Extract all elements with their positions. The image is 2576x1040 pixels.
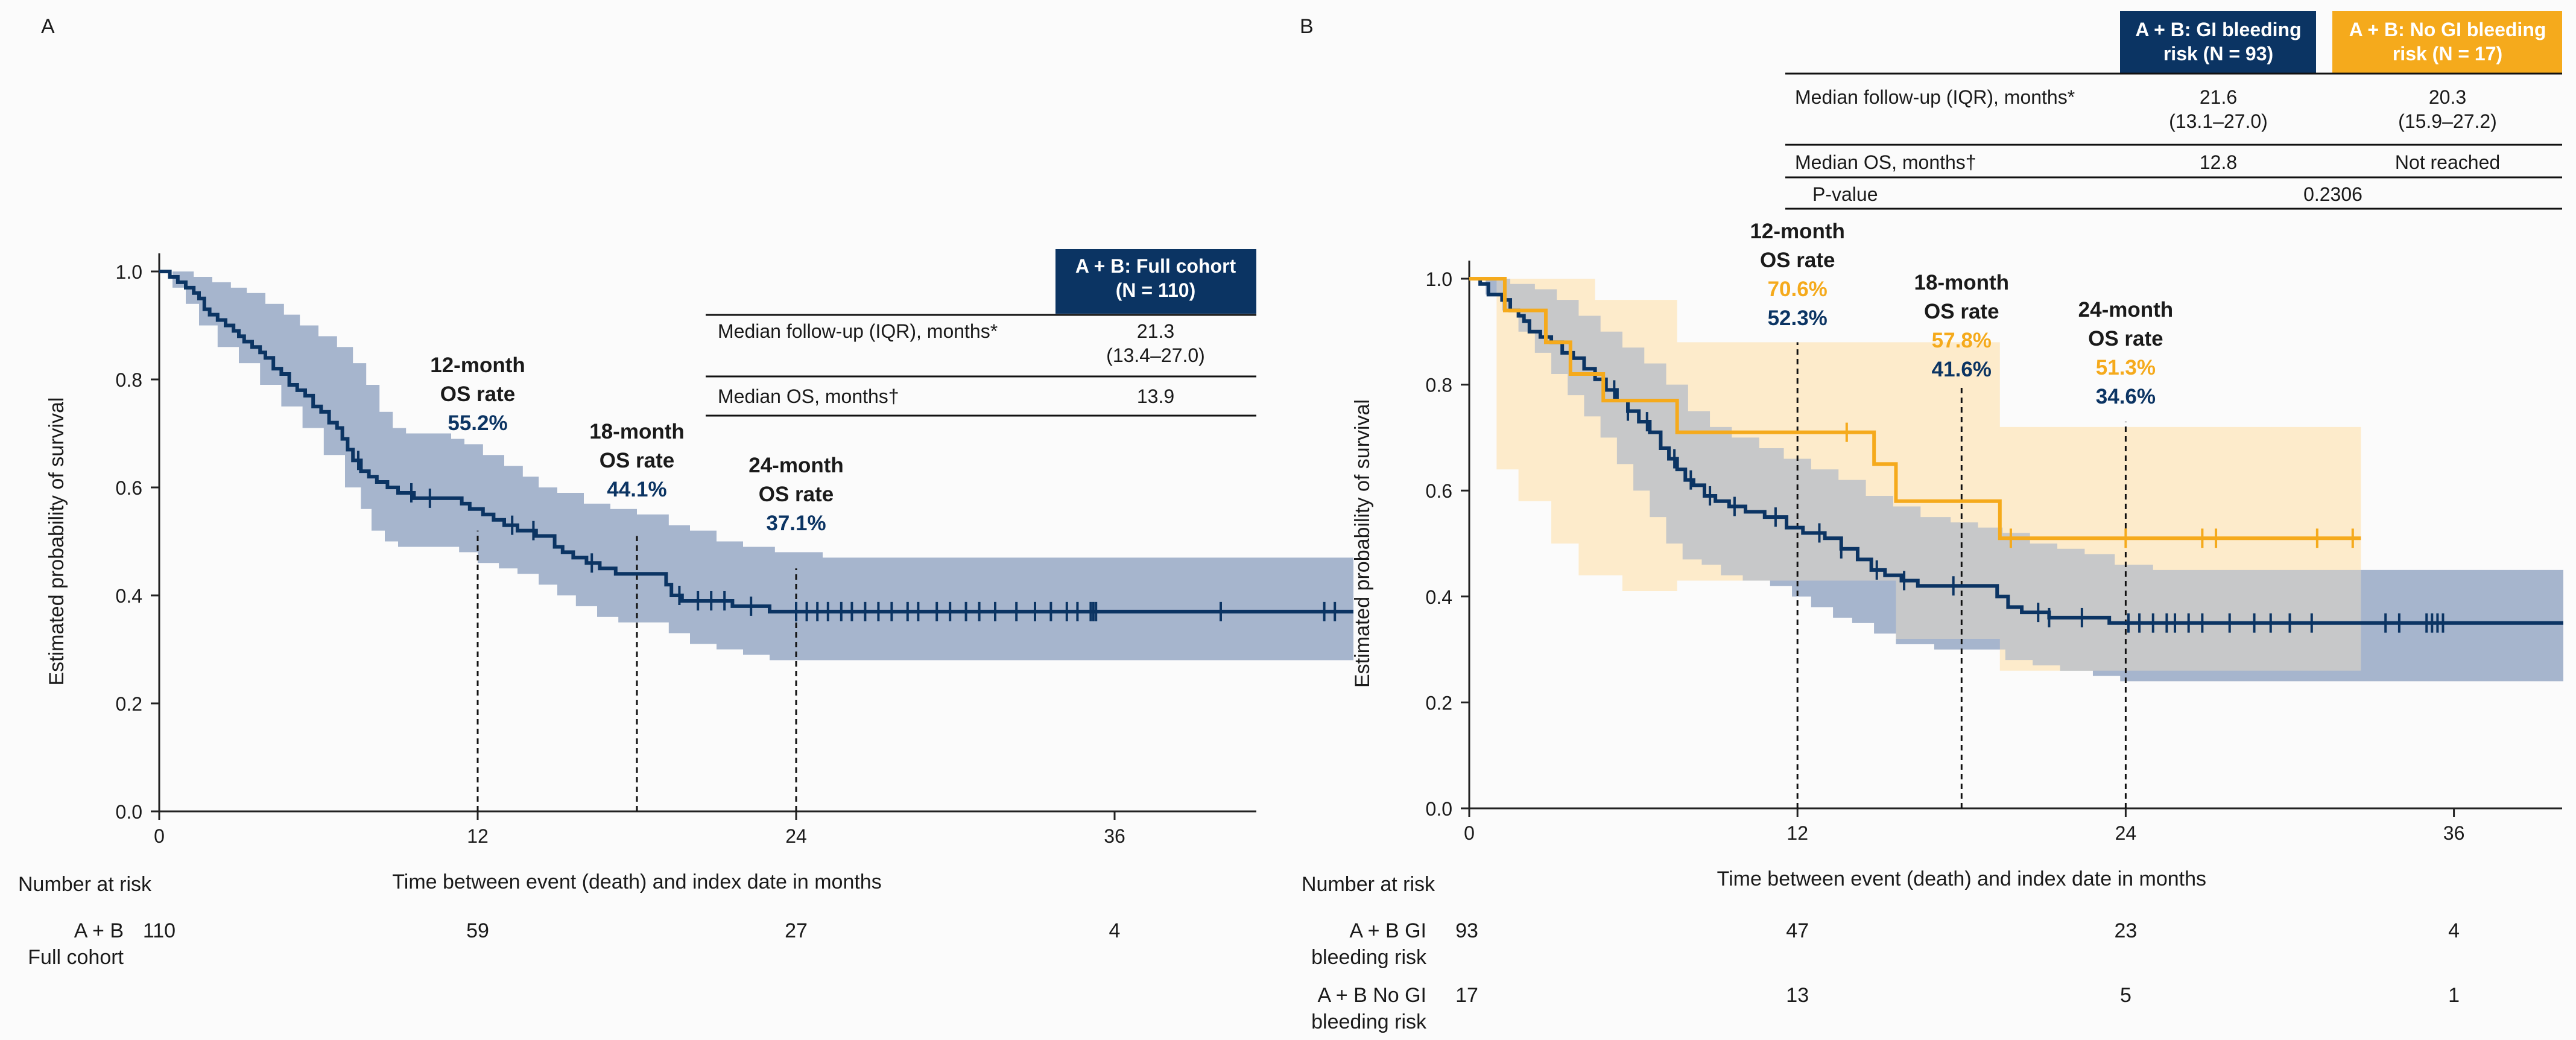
annotation-value: 70.6% bbox=[1768, 277, 1828, 301]
table-row-label: Median follow-up (IQR), months* bbox=[1795, 86, 2075, 108]
annotation-value: 55.2% bbox=[448, 411, 507, 435]
risk-row-label: A + B GI bleeding risk bbox=[1311, 919, 1427, 969]
x-axis-label: Time between event (death) and index dat… bbox=[1717, 867, 2206, 890]
annotation-value: 41.6% bbox=[1932, 358, 1992, 381]
annotation-value: 34.6% bbox=[2096, 385, 2156, 408]
risk-count: 17 bbox=[1455, 984, 1478, 1007]
risk-row-label: A + B No GI bleeding risk bbox=[1311, 984, 1427, 1033]
ci-band-navy bbox=[159, 271, 1353, 661]
y-tick-label: 0.6 bbox=[1426, 480, 1452, 502]
x-tick-label: 12 bbox=[1786, 822, 1808, 844]
risk-count: 93 bbox=[1455, 919, 1478, 942]
km-curve-navy bbox=[1469, 277, 2563, 625]
panel-a: A 0.0 0.2 0.4 0.6 0.8 1.0 0 12 24 36 Time between e… bbox=[18, 15, 1353, 969]
y-tick-label: 0.0 bbox=[116, 801, 142, 823]
table-header-text-2: A + B: No GI bleeding risk (N = 17) bbox=[2349, 19, 2546, 65]
annotation-title: 18-month bbox=[589, 420, 685, 443]
x-tick-label: 12 bbox=[467, 825, 489, 847]
pvalue-label: P-value bbox=[1812, 183, 1878, 205]
risk-count: 23 bbox=[2114, 919, 2137, 942]
risk-count: 5 bbox=[2120, 984, 2131, 1007]
annotation-os-rate: OS rate bbox=[759, 483, 834, 506]
annotation-value: 44.1% bbox=[607, 478, 666, 501]
annotation-value: 52.3% bbox=[1768, 306, 1828, 330]
annotation-title: 18-month bbox=[1914, 271, 2010, 294]
table-row-value: 20.3 (15.9–27.2) bbox=[2398, 86, 2497, 132]
risk-count: 27 bbox=[785, 919, 808, 942]
km-curve-navy bbox=[159, 270, 1353, 614]
ci-band-overlap bbox=[1469, 279, 2563, 682]
x-tick-label: 36 bbox=[1104, 825, 1125, 847]
table-header-text: A + B: Full cohort (N = 110) bbox=[1075, 255, 1236, 301]
table-row-value: 13.9 bbox=[1137, 385, 1174, 407]
table-row-label: Median follow-up (IQR), months* bbox=[718, 320, 998, 342]
annotation-os-rate: OS rate bbox=[1760, 249, 1835, 272]
panel-b: B 0.0 0.2 0.4 0.6 0.8 1.0 0 12 24 36 Time between e… bbox=[1300, 11, 2563, 1033]
risk-count: 4 bbox=[1109, 919, 1121, 942]
annotation-title: 12-month bbox=[430, 354, 525, 377]
risk-count: 13 bbox=[1786, 984, 1809, 1007]
panel-letter: B bbox=[1300, 15, 1314, 38]
annotation-os-rate: OS rate bbox=[440, 382, 516, 406]
y-tick-label: 0.8 bbox=[1426, 375, 1452, 396]
y-tick-label: 1.0 bbox=[1426, 268, 1452, 290]
x-tick-label: 36 bbox=[2443, 822, 2465, 844]
risk-count: 59 bbox=[466, 919, 489, 942]
table-row-label: Median OS, months† bbox=[718, 385, 899, 407]
annotation-os-rate: OS rate bbox=[1924, 300, 1999, 323]
y-tick-label: 0.2 bbox=[1426, 692, 1452, 714]
y-tick-label: 0.4 bbox=[116, 585, 142, 607]
km-curve-orange bbox=[1469, 277, 2361, 541]
annotation-value: 37.1% bbox=[766, 512, 826, 535]
annotation-os-rate: OS rate bbox=[2088, 327, 2163, 350]
y-tick-label: 0.2 bbox=[116, 693, 142, 715]
pvalue-value: 0.2306 bbox=[2303, 183, 2362, 205]
table-header-cell bbox=[1055, 249, 1256, 314]
y-axis-label: Estimated probability of survival bbox=[45, 397, 68, 685]
table-header-cell-2 bbox=[2332, 11, 2562, 74]
table-header-text-1: A + B: GI bleeding risk (N = 93) bbox=[2135, 19, 2301, 65]
risk-count: 4 bbox=[2448, 919, 2460, 942]
risk-count: 1 bbox=[2448, 984, 2460, 1007]
x-tick-label: 24 bbox=[785, 825, 807, 847]
annotation-os-rate: OS rate bbox=[600, 449, 675, 472]
risk-row-label: A + B Full cohort bbox=[28, 919, 124, 969]
risk-table-title: Number at risk bbox=[1302, 873, 1435, 896]
table-row-value: 21.6 (13.1–27.0) bbox=[2169, 86, 2268, 132]
annotation-value: 57.8% bbox=[1932, 329, 1992, 352]
annotation-value: 51.3% bbox=[2096, 356, 2156, 379]
y-tick-label: 1.0 bbox=[116, 261, 142, 283]
y-tick-label: 0.8 bbox=[116, 369, 142, 391]
table-row-value: 12.8 bbox=[2200, 151, 2237, 173]
y-tick-label: 0.0 bbox=[1426, 798, 1452, 820]
y-tick-label: 0.4 bbox=[1426, 586, 1452, 608]
annotation-title: 24-month bbox=[2078, 298, 2174, 322]
x-tick-label: 0 bbox=[154, 825, 165, 847]
x-axis-label: Time between event (death) and index dat… bbox=[392, 870, 881, 893]
y-tick-label: 0.6 bbox=[116, 477, 142, 499]
annotation-title: 24-month bbox=[748, 454, 844, 477]
table-row-value: 21.3 (13.4–27.0) bbox=[1106, 320, 1205, 366]
annotation-title: 12-month bbox=[1750, 220, 1845, 243]
x-tick-label: 24 bbox=[2115, 822, 2137, 844]
table-row-label: Median OS, months† bbox=[1795, 151, 1976, 173]
risk-table-title: Number at risk bbox=[18, 873, 152, 896]
y-axis-label: Estimated probability of survival bbox=[1351, 399, 1374, 688]
table-row-value: Not reached bbox=[2395, 151, 2500, 173]
table-header-cell-1 bbox=[2120, 11, 2316, 74]
risk-count: 110 bbox=[143, 919, 176, 942]
x-tick-label: 0 bbox=[1464, 822, 1475, 844]
panel-letter: A bbox=[41, 15, 55, 38]
risk-count: 47 bbox=[1786, 919, 1809, 942]
